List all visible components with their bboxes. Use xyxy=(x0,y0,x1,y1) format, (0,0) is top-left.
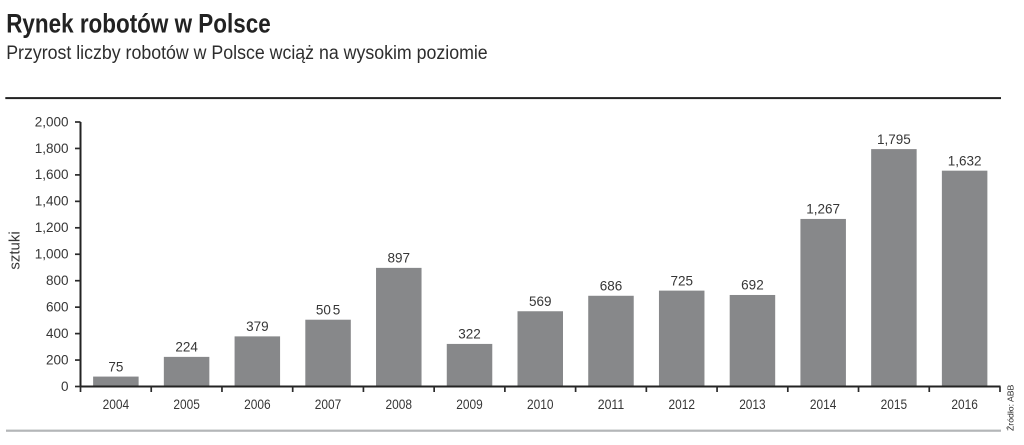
svg-text:1,000: 1,000 xyxy=(35,247,69,262)
svg-text:897: 897 xyxy=(388,251,411,266)
svg-text:400: 400 xyxy=(46,326,69,341)
svg-text:2,000: 2,000 xyxy=(35,114,69,129)
svg-text:2011: 2011 xyxy=(598,397,625,412)
svg-text:0: 0 xyxy=(61,379,69,394)
svg-text:2016: 2016 xyxy=(951,397,978,412)
svg-text:686: 686 xyxy=(600,278,623,293)
svg-text:1,400: 1,400 xyxy=(35,194,69,209)
svg-text:505: 50 5 xyxy=(316,302,340,317)
svg-text:569: 569 xyxy=(529,294,552,309)
svg-text:2012: 2012 xyxy=(668,397,695,412)
svg-text:2010: 2010 xyxy=(527,397,554,412)
svg-text:600: 600 xyxy=(46,299,69,314)
svg-text:2014: 2014 xyxy=(810,397,837,412)
svg-text:Przyrost liczby robotów w Pols: Przyrost liczby robotów w Polsce wciąż n… xyxy=(6,43,488,64)
svg-text:2007: 2007 xyxy=(315,397,342,412)
svg-text:1,600: 1,600 xyxy=(35,167,69,182)
svg-text:2015: 2015 xyxy=(881,397,908,412)
svg-text:2008: 2008 xyxy=(386,397,413,412)
svg-text:1,632: 1,632 xyxy=(948,153,982,168)
svg-text:725: 725 xyxy=(670,273,693,288)
svg-text:Rynek robotów w Polsce: Rynek robotów w Polsce xyxy=(6,8,271,38)
svg-text:1,267: 1,267 xyxy=(806,202,840,217)
svg-text:2013: 2013 xyxy=(739,397,766,412)
svg-text:200: 200 xyxy=(46,352,69,367)
svg-text:692: 692 xyxy=(741,278,764,293)
svg-text:sztuki: sztuki xyxy=(7,231,24,269)
svg-text:75: 75 xyxy=(108,359,123,374)
svg-text:322: 322 xyxy=(458,327,481,342)
svg-text:1,200: 1,200 xyxy=(35,220,69,235)
svg-text:800: 800 xyxy=(46,273,69,288)
svg-text:379: 379 xyxy=(246,319,269,334)
svg-text:1,800: 1,800 xyxy=(35,141,69,156)
svg-text:Źródło: ABB: Źródło: ABB xyxy=(1006,384,1016,431)
svg-text:2005: 2005 xyxy=(173,397,200,412)
svg-text:2006: 2006 xyxy=(244,397,271,412)
svg-text:2009: 2009 xyxy=(456,397,483,412)
svg-text:2004: 2004 xyxy=(103,397,130,412)
svg-text:224: 224 xyxy=(175,340,198,355)
svg-text:1,795: 1,795 xyxy=(877,132,911,147)
